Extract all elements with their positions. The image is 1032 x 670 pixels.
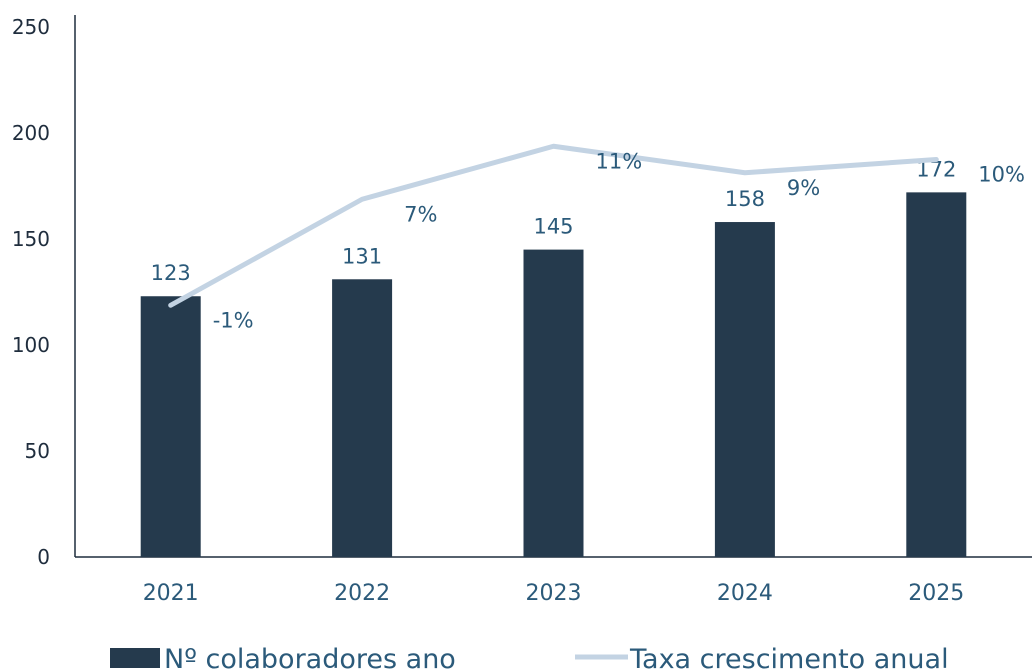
bar-value-label: 145	[533, 215, 573, 239]
line-point	[360, 197, 365, 202]
bar	[332, 279, 393, 557]
line-point	[168, 303, 173, 308]
legend: Nº colaboradores ano Taxa crescimento an…	[110, 644, 949, 670]
line-point	[742, 170, 747, 175]
line-series: -1% 7% 11% 9% 10%	[168, 143, 1025, 332]
line-value-label: 9%	[787, 176, 820, 200]
x-axis: 2021 2022 2023 2024 2025	[75, 556, 1032, 606]
line-point	[934, 157, 939, 162]
x-tick-label: 2025	[908, 581, 964, 606]
line-value-label: 10%	[978, 163, 1025, 187]
bar-value-label: 123	[151, 261, 191, 285]
line-value-label: -1%	[213, 308, 254, 332]
y-axis: 0 50 100 150 200 250	[12, 15, 76, 569]
bar	[140, 296, 201, 557]
legend-swatch-bar	[110, 648, 160, 668]
y-tick-label: 250	[12, 15, 50, 39]
bar-value-label: 131	[342, 244, 382, 268]
legend-label-bar: Nº colaboradores ano	[164, 644, 456, 670]
y-tick-label: 0	[37, 545, 50, 569]
line-point	[551, 144, 556, 149]
line-value-label: 11%	[596, 149, 643, 173]
y-tick-label: 200	[12, 121, 50, 145]
bar	[523, 249, 584, 557]
x-tick-label: 2022	[334, 581, 390, 606]
x-tick-label: 2021	[143, 581, 199, 606]
bar	[906, 192, 967, 558]
bar	[714, 222, 775, 558]
line-value-label: 7%	[404, 202, 437, 226]
y-tick-label: 150	[12, 227, 50, 251]
y-tick-label: 100	[12, 333, 50, 357]
x-tick-label: 2024	[717, 581, 773, 606]
y-tick-label: 50	[25, 439, 50, 463]
x-tick-label: 2023	[526, 581, 582, 606]
bar-value-label: 158	[725, 187, 765, 211]
legend-label-line: Taxa crescimento anual	[629, 644, 949, 670]
